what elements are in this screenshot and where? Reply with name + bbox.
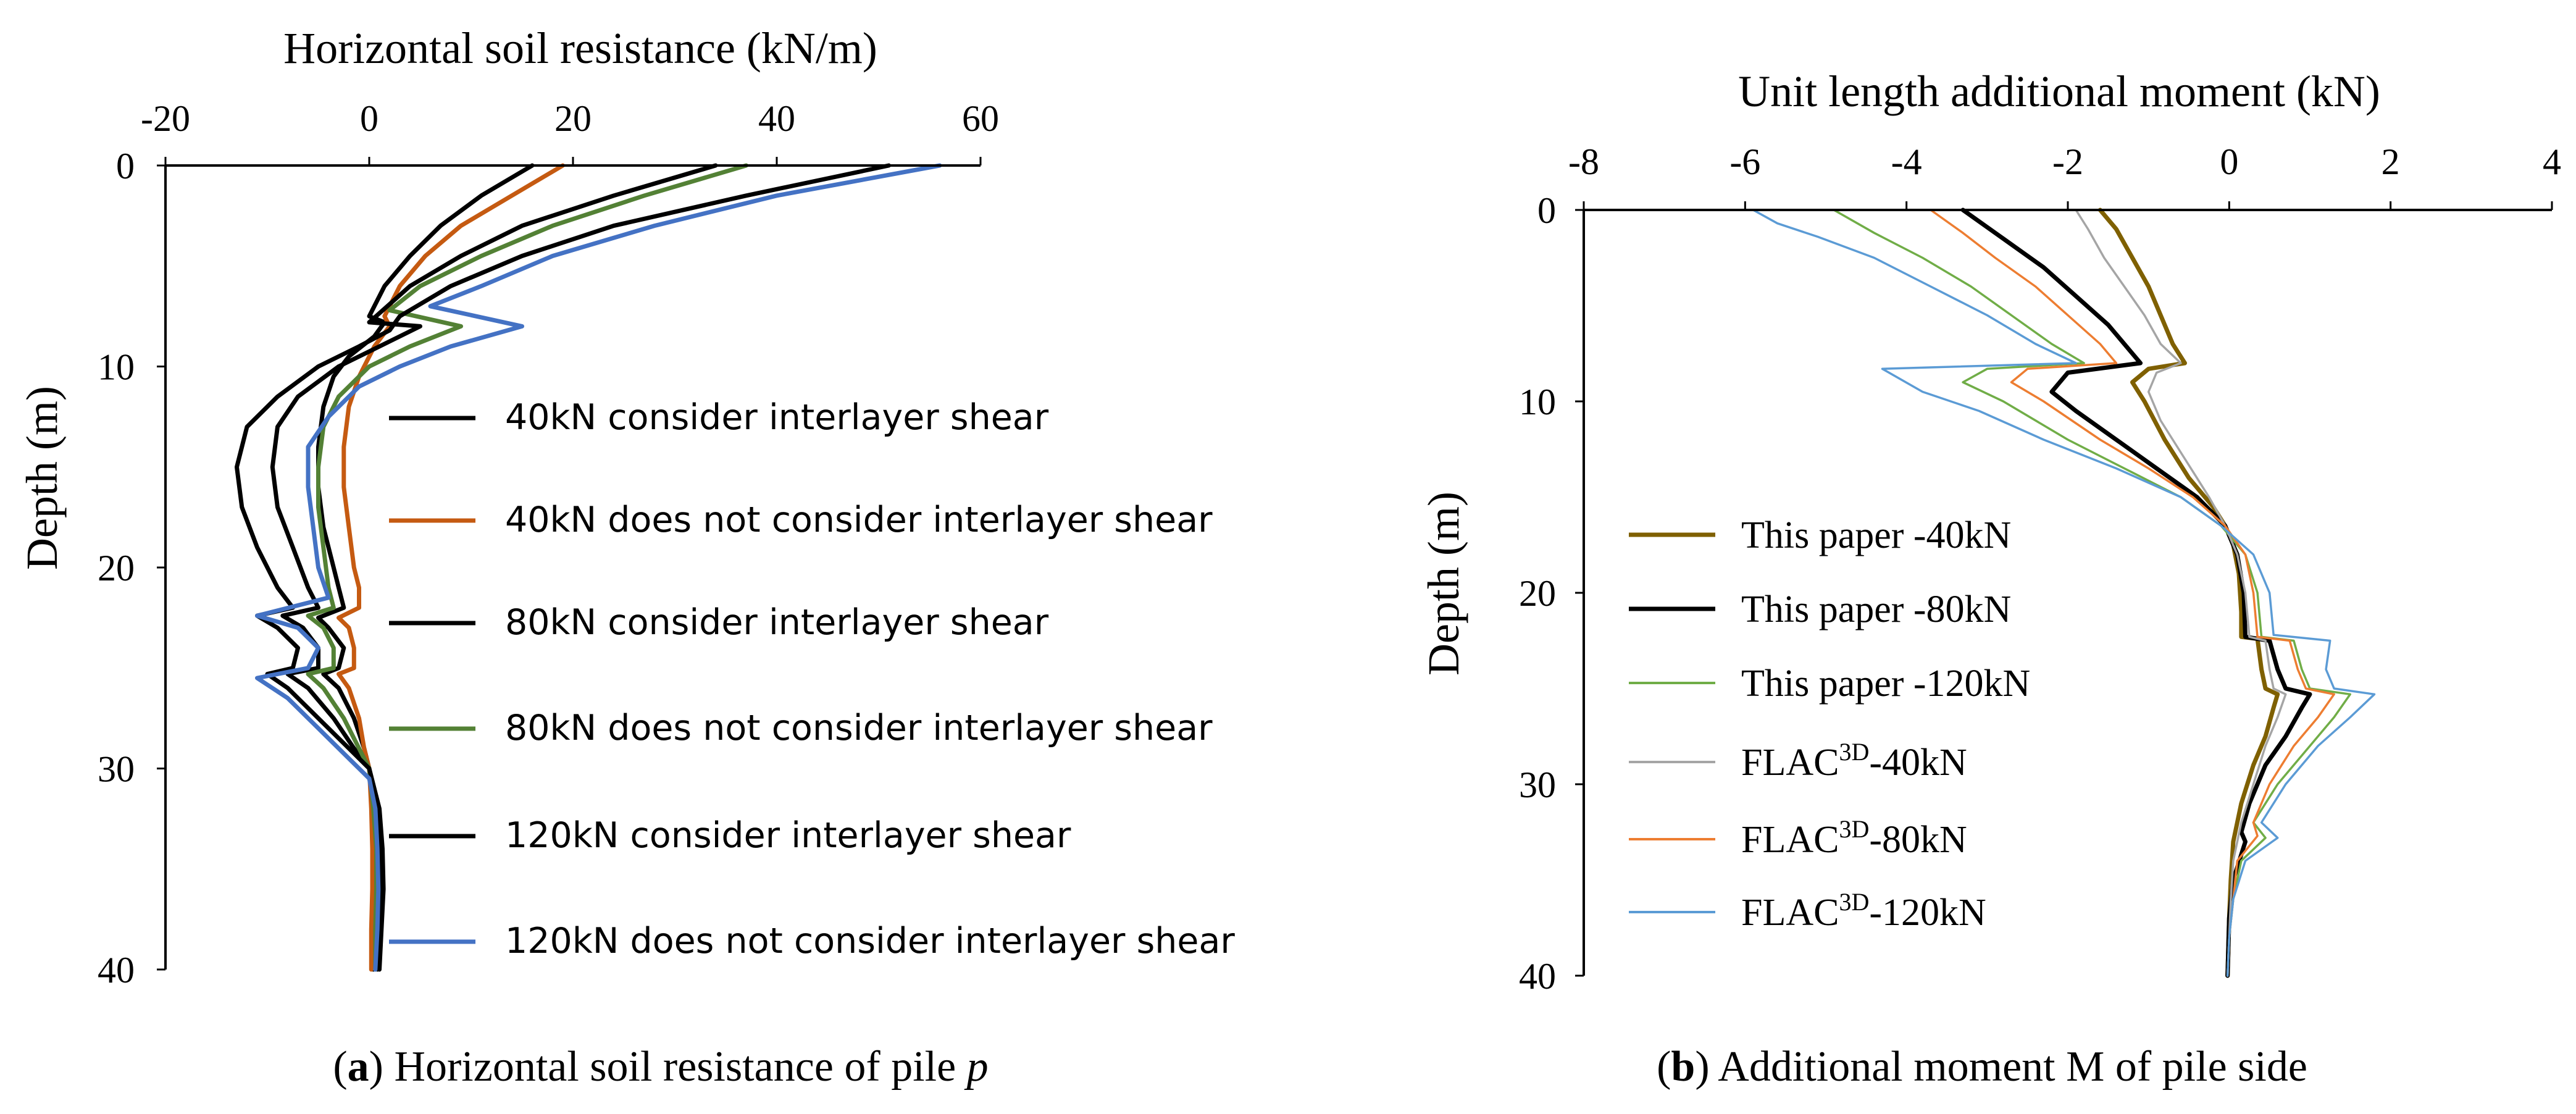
panel-b-series-lines: [1752, 207, 2376, 978]
legend-item: This paper -40kN: [1629, 514, 2011, 556]
legend-item: 40kN consider interlayer shear: [389, 397, 1049, 438]
legend-item: This paper -120kN: [1629, 663, 2030, 705]
legend-label: 80kN does not consider interlayer shear: [505, 708, 1213, 748]
legend-item: This paper -80kN: [1629, 588, 2011, 630]
legend-label: FLAC3D-40kN: [1741, 738, 1967, 784]
y-tick-label: 10: [1519, 382, 1556, 422]
legend-item: FLAC3D-120kN: [1629, 888, 1986, 934]
x-tick-label: 60: [962, 98, 999, 139]
legend-item: 80kN consider interlayer shear: [389, 602, 1049, 643]
x-tick-label: 0: [2220, 141, 2238, 182]
legend-item: 120kN does not consider interlayer shear: [389, 921, 1235, 961]
legend-label: 80kN consider interlayer shear: [505, 602, 1049, 643]
panel-a-x-axis-title: Horizontal soil resistance (kN/m): [283, 23, 877, 73]
x-tick-label: -8: [1568, 141, 1599, 182]
series-line: [316, 163, 535, 972]
legend-label: FLAC3D-80kN: [1741, 815, 1967, 861]
x-tick-label: 0: [360, 98, 378, 139]
y-tick-label: 20: [98, 548, 135, 588]
panel-a-series-lines: [235, 163, 942, 972]
legend-item: 40kN does not consider interlayer shear: [389, 500, 1213, 540]
legend-label: 120kN does not consider interlayer shear: [505, 921, 1235, 961]
legend-label: 40kN does not consider interlayer shear: [505, 500, 1213, 540]
panel-b-x-ticks: -8 -6 -4 -2 0 2 4: [1568, 141, 2561, 210]
series-line: [2075, 209, 2287, 977]
series-line: [255, 163, 942, 972]
y-tick-label: 30: [1519, 764, 1556, 805]
y-tick-label: 30: [98, 749, 135, 790]
legend-label: 40kN consider interlayer shear: [505, 397, 1049, 438]
panel-b-x-axis-title: Unit length additional moment (kN): [1738, 67, 2380, 116]
panel-a-horizontal-soil-resistance: Horizontal soil resistance (kN/m) -20 0 20…: [17, 23, 1235, 1091]
panel-a-y-axis-title: Depth (m): [17, 386, 67, 570]
caption-letter: b: [1671, 1043, 1695, 1091]
panel-a-legend: 40kN consider interlayer shear 40kN does…: [389, 397, 1235, 961]
legend-label: This paper -40kN: [1741, 514, 2011, 556]
caption-symbol: p: [964, 1043, 989, 1091]
legend-item: 120kN consider interlayer shear: [389, 815, 1071, 856]
panel-b-additional-moment: Unit length additional moment (kN) -8 -6-…: [1419, 67, 2561, 1091]
x-tick-label: 4: [2543, 141, 2561, 182]
x-tick-label: -2: [2052, 141, 2083, 182]
y-tick-label: 20: [1519, 573, 1556, 614]
panel-a-caption: (a) Horizontal soil resistance of pile p: [333, 1043, 988, 1091]
y-tick-label: 40: [98, 950, 135, 990]
panel-a-x-ticks: -20 0 20 40 60: [141, 98, 999, 165]
y-tick-label: 0: [116, 146, 135, 186]
y-tick-label: 0: [1537, 190, 1556, 231]
legend-item: 80kN does not consider interlayer shear: [389, 708, 1213, 748]
caption-letter: a: [348, 1043, 369, 1091]
x-tick-label: -20: [141, 98, 190, 139]
legend-label: This paper -120kN: [1741, 663, 2030, 705]
panel-b-caption: (b) Additional moment M of pile side: [1657, 1043, 2307, 1091]
panel-b-y-ticks: 0 10 20 30 40: [1519, 190, 1584, 997]
panel-b-legend: This paper -40kN This paper -80kN This p…: [1629, 514, 2030, 934]
caption-text: Additional moment M of pile side: [1718, 1043, 2307, 1091]
caption-text: Horizontal soil resistance of pile: [394, 1043, 956, 1091]
x-tick-label: 20: [554, 98, 592, 139]
y-tick-label: 10: [98, 347, 135, 388]
series-line: [2097, 207, 2280, 978]
series-line: [1930, 209, 2335, 977]
y-tick-label: 40: [1519, 956, 1556, 997]
x-tick-label: -4: [1891, 141, 1922, 182]
legend-label: This paper -80kN: [1741, 588, 2011, 630]
series-line: [1752, 209, 2376, 977]
x-tick-label: -6: [1729, 141, 1760, 182]
legend-label: FLAC3D-120kN: [1741, 888, 1986, 934]
x-tick-label: 2: [2382, 141, 2400, 182]
legend-item: FLAC3D-80kN: [1629, 815, 1967, 861]
legend-label: 120kN consider interlayer shear: [505, 815, 1071, 856]
series-line: [1833, 209, 2352, 977]
panel-b-y-axis-title: Depth (m): [1419, 492, 1468, 676]
series-line: [235, 163, 891, 972]
x-tick-label: 40: [758, 98, 795, 139]
panel-a-y-ticks: 0 10 20 30 40: [98, 146, 165, 990]
legend-item: FLAC3D-40kN: [1629, 738, 1967, 784]
